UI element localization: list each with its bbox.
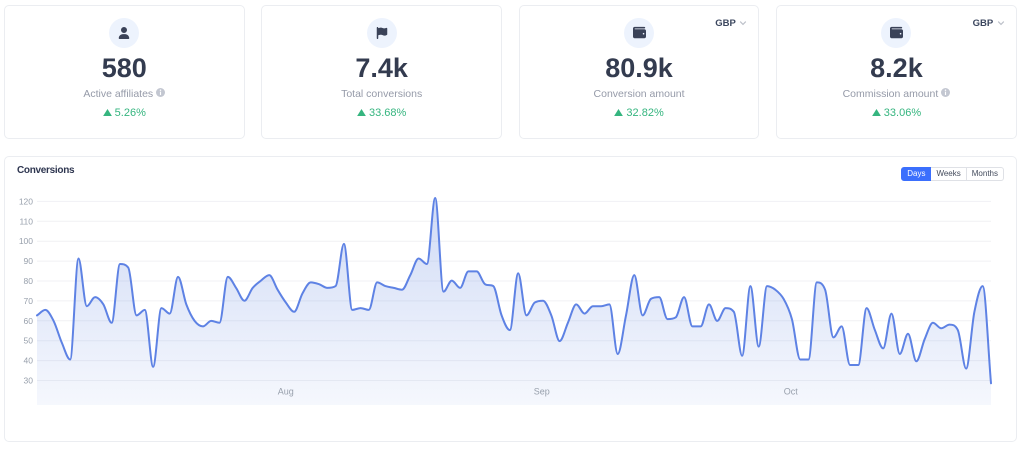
svg-text:120: 120: [19, 196, 33, 206]
svg-text:Oct: Oct: [784, 387, 799, 397]
svg-text:30: 30: [24, 376, 34, 386]
svg-text:50: 50: [24, 336, 34, 346]
svg-text:Sep: Sep: [534, 387, 550, 397]
svg-text:40: 40: [24, 356, 34, 366]
svg-text:80: 80: [24, 276, 34, 286]
svg-text:70: 70: [24, 296, 34, 306]
svg-text:100: 100: [19, 236, 33, 246]
svg-text:110: 110: [19, 216, 33, 226]
svg-text:60: 60: [24, 316, 34, 326]
svg-text:Aug: Aug: [278, 387, 294, 397]
svg-text:90: 90: [24, 256, 34, 266]
